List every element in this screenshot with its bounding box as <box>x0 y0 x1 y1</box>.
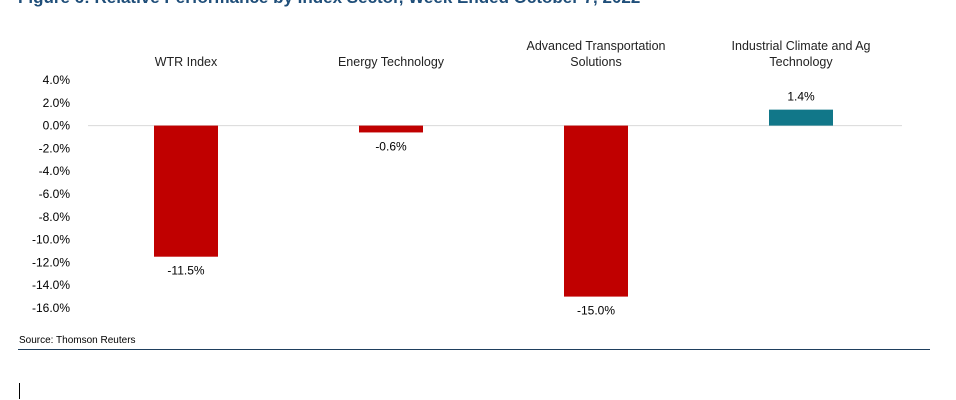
y-tick-label: -16.0% <box>32 301 70 315</box>
bar <box>769 109 833 126</box>
y-tick-label: -6.0% <box>39 187 71 201</box>
y-axis: 4.0% 2.0% 0.0% -2.0% -4.0% -6.0% -8.0% -10.0% -1… <box>32 73 70 315</box>
chart-title: Figure 6: Relative Performance by Index … <box>18 0 640 8</box>
data-label: -15.0% <box>577 304 615 318</box>
category-label: Energy Technology <box>338 55 445 69</box>
category-label: Industrial Climate and Ag <box>732 39 871 53</box>
divider-line <box>18 349 930 350</box>
data-label: -11.5% <box>167 264 204 278</box>
category-label: Solutions <box>570 55 621 69</box>
category-labels: WTR Index Energy Technology Advanced Trans… <box>155 39 871 69</box>
bar <box>154 125 218 257</box>
y-tick-label: 0.0% <box>43 119 71 133</box>
category-label: WTR Index <box>155 55 218 69</box>
bars <box>154 109 833 297</box>
y-tick-label: -14.0% <box>32 278 70 292</box>
y-tick-label: -2.0% <box>39 141 71 155</box>
bar-chart: 4.0% 2.0% 0.0% -2.0% -4.0% -6.0% -8.0% -10.0% -1… <box>32 39 902 318</box>
y-tick-label: 4.0% <box>43 73 71 87</box>
data-label: 1.4% <box>787 90 815 104</box>
y-tick-label: -10.0% <box>32 233 70 247</box>
y-tick-label: -12.0% <box>32 255 70 269</box>
data-label: -0.6% <box>375 139 407 153</box>
data-labels: -11.5% -0.6% -15.0% 1.4% <box>167 90 815 318</box>
text-cursor <box>19 383 20 399</box>
y-tick-label: 2.0% <box>43 96 71 110</box>
y-tick-label: -8.0% <box>39 210 71 224</box>
bar <box>359 125 423 133</box>
category-label: Technology <box>769 55 833 69</box>
source-note: Source: Thomson Reuters <box>19 335 136 346</box>
y-tick-label: -4.0% <box>39 164 71 178</box>
bar <box>564 125 628 297</box>
category-label: Advanced Transportation <box>527 39 666 53</box>
